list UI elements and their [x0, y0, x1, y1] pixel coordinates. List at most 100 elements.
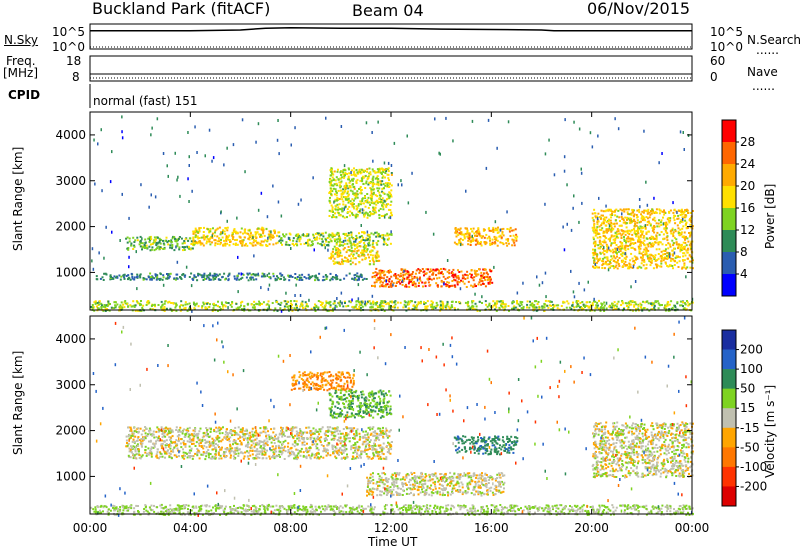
- x-tick-label-1: 04:00: [173, 521, 208, 535]
- power-colorbar: 28 24 20 16 12 8 4: [721, 119, 755, 297]
- power-cbar-swatch-6: [722, 252, 736, 275]
- x-tick-label-5: 20:00: [574, 521, 609, 535]
- power-cbar-tick-label-4: 12: [740, 223, 755, 237]
- nave-label: Nave: [747, 65, 778, 79]
- power-axes: 1000 2000 3000 4000: [55, 112, 693, 310]
- x-tick-label-2: 08:00: [273, 521, 308, 535]
- y-tick-label-1: 2000: [55, 424, 86, 438]
- nsearch-legend-dots: ......: [756, 43, 779, 57]
- power-data-feature-0: [125, 235, 197, 252]
- vel-cbar-tick-label-6: -100: [740, 460, 767, 474]
- power-cbar-swatch-0: [722, 120, 736, 143]
- vel-cbar-swatch-5: [722, 427, 736, 448]
- y-tick-label-3: 4000: [55, 128, 86, 142]
- power-data-feature-6: [453, 226, 519, 247]
- vel-cbar-tick-label-7: -200: [740, 479, 767, 493]
- vel-data-feature-3: [366, 471, 506, 497]
- power-cbar-swatch-3: [722, 186, 736, 209]
- power-colorbar-label: Power [dB]: [763, 183, 777, 249]
- power-data-feature-4: [328, 167, 393, 219]
- nsearch-tick-bottom: 10^0: [710, 40, 743, 54]
- vel-data-feature-2: [328, 389, 393, 419]
- freq-unit: [MHz]: [3, 66, 39, 80]
- vel-cbar-swatch-6: [722, 447, 736, 468]
- power-cbar-tick-label-5: 8: [740, 245, 748, 259]
- power-data-speckle: [91, 115, 694, 313]
- power-cbar-tick-label-6: 4: [740, 267, 748, 281]
- vel-data-feature-1: [290, 371, 355, 392]
- velocity-heatmap: [90, 316, 694, 517]
- nave-tick-bottom: 0: [710, 70, 718, 84]
- velocity-colorbar: 200 100 50 15 -15 -50 -100 -200: [721, 329, 767, 507]
- power-data-feature-1: [190, 226, 280, 247]
- vel-cbar-swatch-1: [722, 349, 736, 370]
- power-cbar-tick-label-2: 20: [740, 179, 755, 193]
- power-cbar-swatch-7: [722, 274, 736, 297]
- vel-data-feature-4: [453, 435, 519, 456]
- vel-data-speckle: [92, 316, 693, 517]
- nsky-trace: [90, 27, 692, 32]
- power-data-feature-5: [371, 267, 494, 289]
- vel-cbar-swatch-7: [722, 466, 736, 487]
- nsky-label: N.Sky: [4, 33, 39, 47]
- nsky-tick-bottom: 10^0: [52, 40, 85, 54]
- cpid-text: normal (fast) 151: [93, 94, 198, 108]
- vel-cbar-frame: [721, 329, 737, 507]
- power-cbar-tick-label-1: 24: [740, 157, 755, 171]
- nsearch-label: N.Search: [747, 33, 800, 47]
- y-tick-label-3: 4000: [55, 332, 86, 346]
- y-tick-label-2: 3000: [55, 174, 86, 188]
- vel-data-feature-0: [125, 426, 393, 461]
- vel-cbar-swatch-8: [722, 486, 736, 507]
- date-title: 06/Nov/2015: [587, 0, 691, 18]
- power-data-feature-8: [591, 208, 694, 270]
- x-tick-label-3: 12:00: [374, 521, 409, 535]
- nsky-panel-frame: [89, 23, 693, 50]
- x-axis-label: Time UT: [368, 535, 418, 549]
- beam-title: Beam 04: [352, 1, 424, 20]
- cpid-label: CPID: [8, 88, 41, 102]
- power-cbar-swatch-4: [722, 208, 736, 231]
- y-tick-label-0: 1000: [55, 469, 86, 483]
- y-tick-label-1: 2000: [55, 220, 86, 234]
- x-tick-label-4: 16:00: [474, 521, 509, 535]
- power-data-feature-2: [278, 231, 393, 247]
- nsearch-tick-top: 10^5: [710, 25, 743, 39]
- vel-cbar-swatch-0: [722, 330, 736, 350]
- power-cbar-tick-label-3: 16: [740, 201, 755, 215]
- y-tick-label-0: 1000: [55, 265, 86, 279]
- vel-cbar-tick-label-3: 15: [740, 401, 755, 415]
- vel-cbar-tick-label-4: -15: [740, 421, 760, 435]
- power-cbar-swatch-5: [722, 230, 736, 253]
- vel-cbar-tick-label-0: 200: [740, 343, 763, 357]
- station-title: Buckland Park (fitACF): [92, 0, 271, 18]
- power-y-axis-label: Slant Range [km]: [11, 146, 25, 251]
- power-cbar-tick-label-0: 28: [740, 135, 755, 149]
- nsky-tick-top: 10^5: [52, 25, 85, 39]
- y-tick-label-2: 3000: [55, 378, 86, 392]
- freq-tick-top: 18: [66, 54, 82, 68]
- velocity-colorbar-label: Velocity [m s⁻¹]: [763, 384, 777, 478]
- vel-cbar-tick-label-5: -50: [740, 440, 760, 454]
- freq-label: Freq.: [6, 54, 36, 68]
- power-data-feature-7: [95, 272, 368, 282]
- nave-legend-dots: ......: [752, 79, 775, 93]
- nave-tick-top: 60: [710, 54, 726, 68]
- vel-cbar-swatch-2: [722, 369, 736, 389]
- power-data-feature-3: [328, 245, 381, 266]
- vel-data-feature-5: [591, 421, 694, 479]
- velocity-axes: 1000 2000 3000 4000: [55, 316, 693, 514]
- x-axis-ticks: 00:00 04:00 08:00 12:00 16:00 20:00 00:00: [73, 521, 710, 535]
- power-heatmap: [90, 115, 694, 313]
- x-tick-label-6: 00:00: [675, 521, 710, 535]
- freq-panel-frame: [89, 55, 693, 82]
- x-tick-label-0: 00:00: [73, 521, 108, 535]
- vel-cbar-swatch-3: [722, 388, 736, 409]
- power-cbar-swatch-2: [722, 164, 736, 187]
- power-cbar-swatch-1: [722, 142, 736, 165]
- freq-tick-bottom: 8: [72, 70, 80, 84]
- vel-cbar-tick-label-2: 50: [740, 382, 755, 396]
- vel-cbar-swatch-4: [722, 408, 736, 429]
